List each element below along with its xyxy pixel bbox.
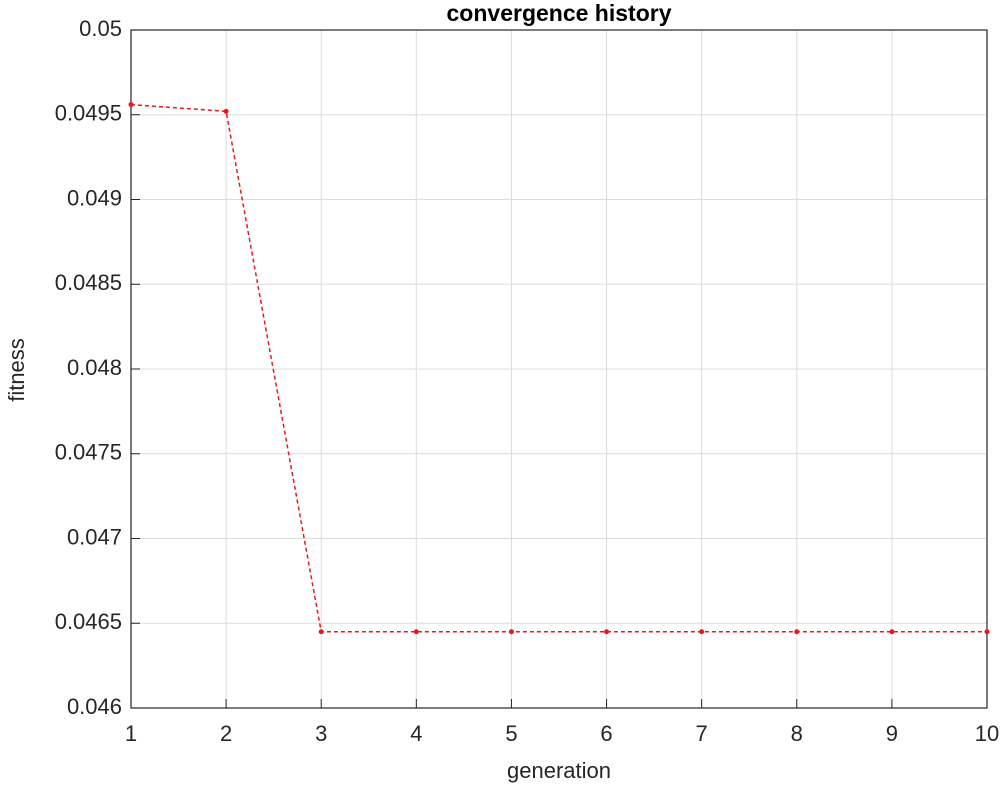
x-tick-label: 4 (410, 721, 422, 746)
x-tick-label: 5 (505, 721, 517, 746)
y-tick-label: 0.0485 (55, 270, 122, 295)
plot-frame (130, 29, 988, 709)
y-tick-label: 0.048 (67, 355, 122, 380)
y-tick-label: 0.047 (67, 524, 122, 549)
point (984, 629, 990, 635)
point (508, 629, 514, 635)
y-axis-label: fitness (4, 338, 29, 402)
y-tick-label: 0.0495 (55, 101, 122, 126)
y-tick-label: 0.05 (79, 16, 122, 41)
point (604, 629, 610, 635)
x-tick-label: 10 (975, 721, 999, 746)
point (223, 108, 229, 114)
x-tick-label: 8 (791, 721, 803, 746)
x-axis-label: generation (507, 758, 611, 783)
point (413, 629, 419, 635)
point (794, 629, 800, 635)
x-tick-label: 6 (600, 721, 612, 746)
x-tick-label: 2 (220, 721, 232, 746)
chart-title: convergence history (447, 0, 672, 26)
x-tick-label: 1 (125, 721, 137, 746)
point (699, 629, 705, 635)
y-tick-label: 0.049 (67, 185, 122, 210)
x-tick-label: 3 (315, 721, 327, 746)
point (128, 102, 134, 108)
y-tick-label: 0.0475 (55, 440, 122, 465)
series-line (130, 103, 987, 633)
y-tick-label: 0.0465 (55, 609, 122, 634)
x-tick-label: 9 (886, 721, 898, 746)
x-tick-label: 7 (696, 721, 708, 746)
y-tick-label: 0.046 (67, 694, 122, 719)
point (318, 629, 324, 635)
point (889, 629, 895, 635)
